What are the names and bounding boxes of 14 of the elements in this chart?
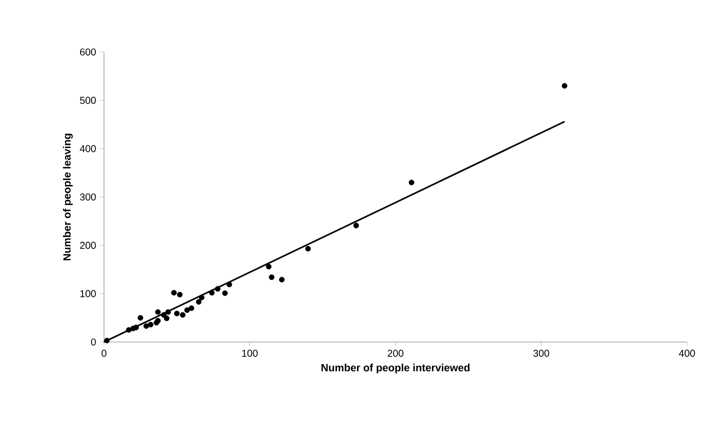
y-tick-label: 300 xyxy=(80,193,96,201)
y-tick-label: 0 xyxy=(91,338,96,346)
y-tick-label: 600 xyxy=(80,48,96,56)
x-tick-label: 200 xyxy=(388,350,404,357)
y-tick-label: 200 xyxy=(80,242,96,249)
y-axis-title: Number of people leaving xyxy=(62,134,73,260)
x-tick-label: 100 xyxy=(242,350,258,357)
x-tick-label: 300 xyxy=(533,350,550,357)
y-tick-label: 100 xyxy=(80,290,96,298)
x-tick-label: 400 xyxy=(678,350,695,357)
x-axis-title: Number of people interviewed xyxy=(322,364,470,374)
y-tick-label: 500 xyxy=(80,96,96,104)
y-tick-label: 400 xyxy=(80,145,96,152)
x-tick-label: 0 xyxy=(102,350,106,357)
